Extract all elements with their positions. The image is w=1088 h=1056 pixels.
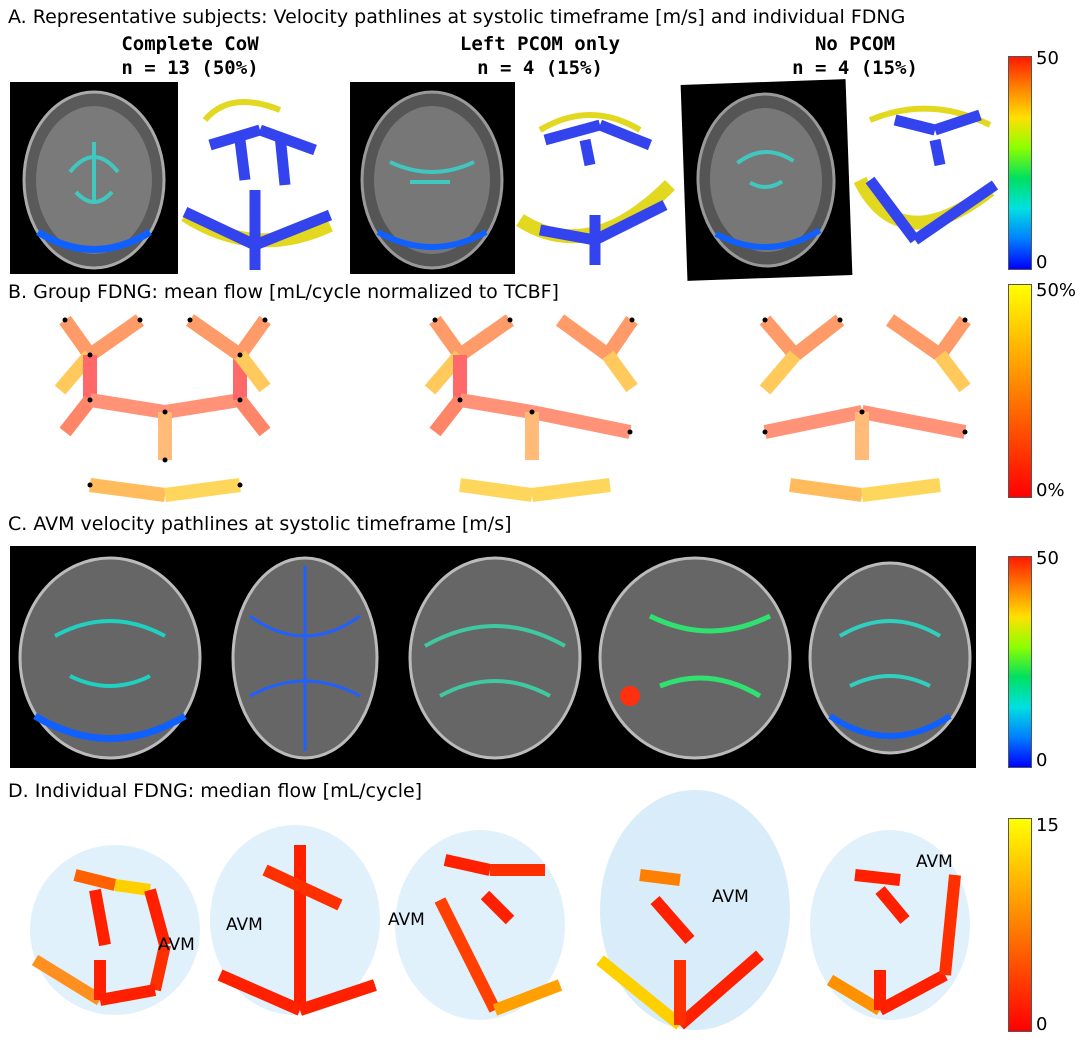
colorbar-b (1008, 284, 1032, 498)
avm-panel-3 (408, 556, 582, 760)
group-fdng-nodes (62, 317, 968, 488)
fdng-network-no-pcom (853, 105, 999, 245)
individual-fdng-3 (434, 854, 563, 1016)
avm-pathline-panels (18, 556, 972, 760)
group-header-complete: Complete CoW n = 13 (50%) (70, 32, 310, 80)
mri-panel-no-pcom (680, 79, 853, 281)
mri-pathlines-no-pcom (696, 92, 836, 268)
colorbar-b-max: 50% (1036, 280, 1077, 301)
avm-pathline-strip (10, 546, 976, 768)
colorbar-d-max: 15 (1036, 815, 1059, 836)
avm-panel-1 (18, 556, 202, 760)
colorbar-d (1008, 818, 1032, 1032)
group-header-left-pcom: Left PCOM only n = 4 (15%) (410, 32, 670, 80)
avm-label-4: AVM (712, 887, 749, 907)
colorbar-d-min: 0 (1036, 1014, 1048, 1035)
individual-fdng-5 (826, 869, 961, 1016)
group-name: No PCOM (814, 33, 896, 55)
avm-label-3: AVM (388, 910, 425, 930)
colorbar-a-min: 0 (1036, 252, 1048, 273)
avm-label-2: AVM (226, 915, 263, 935)
group-count: n = 4 (15%) (792, 57, 918, 79)
group-fdng-left-pcom (424, 314, 638, 502)
colorbar-c (1008, 556, 1032, 768)
group-fdng-no-pcom (759, 314, 971, 502)
avm-panel-2 (231, 556, 379, 760)
colorbar-a-max: 50 (1036, 48, 1059, 69)
section-d-title: D. Individual FDNG: median flow [mL/cycl… (8, 780, 423, 802)
mri-pathlines-complete (22, 90, 166, 270)
colorbar-c-max: 50 (1036, 548, 1059, 569)
group-name: Left PCOM only (459, 33, 621, 55)
fdng-network-left-pcom (516, 112, 675, 265)
group-fdng-complete (54, 314, 271, 502)
group-header-no-pcom: No PCOM n = 4 (15%) (735, 32, 975, 80)
fdng-network-complete (181, 99, 333, 270)
section-b-title: B. Group FDNG: mean flow [mL/cycle norma… (8, 281, 559, 303)
mri-panel-complete (10, 82, 178, 274)
avm-label-1: AVM (158, 935, 195, 955)
section-a-title: A. Representative subjects: Velocity pat… (8, 6, 906, 28)
group-count: n = 4 (15%) (477, 57, 603, 79)
group-count: n = 13 (50%) (121, 57, 259, 79)
mri-pathlines-left-pcom (360, 90, 504, 270)
mri-panel-left-pcom (350, 82, 515, 274)
colorbar-a (1008, 56, 1032, 270)
section-c-title: C. AVM velocity pathlines at systolic ti… (8, 513, 512, 535)
avm-panel-5 (808, 561, 972, 755)
colorbar-c-min: 0 (1036, 750, 1048, 771)
individual-fdng-1 (31, 869, 171, 1006)
avm-panel-4 (598, 556, 792, 760)
vessel-surfaces (30, 790, 970, 1030)
colorbar-b-min: 0% (1036, 480, 1065, 501)
group-name: Complete CoW (121, 33, 259, 55)
avm-label-5: AVM (916, 852, 953, 872)
